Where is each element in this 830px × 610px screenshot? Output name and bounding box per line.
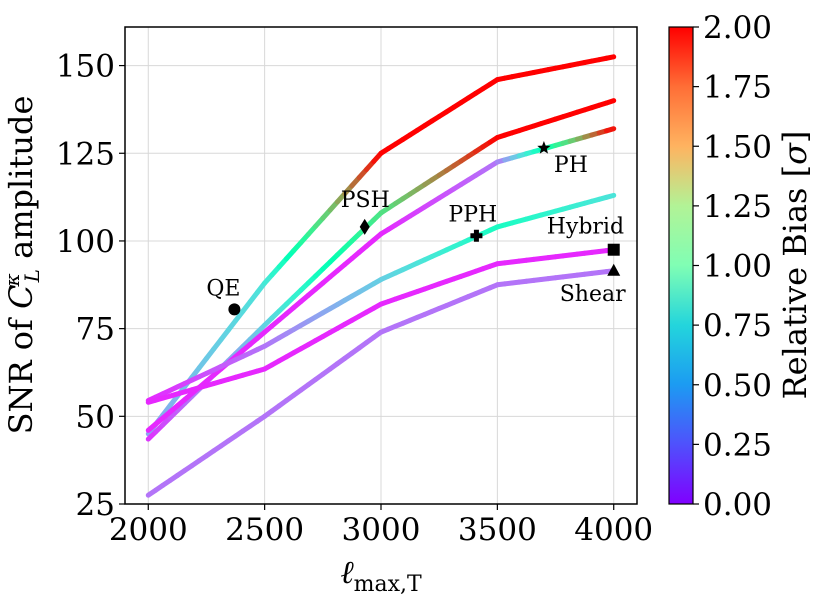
colorbar-tick-label: 0.50 [703, 368, 772, 404]
x-axis-title: ℓmax,T [340, 553, 422, 597]
y-tick-label: 50 [76, 399, 115, 435]
y-axis: 25 50 75 100 125 150 [56, 49, 125, 523]
colorbar-tick-label: 1.50 [703, 129, 772, 165]
y-axis-title-sub: L [20, 269, 44, 283]
ph-label: PH [554, 153, 588, 178]
annotation-layer: QE PSH PH PPH Hybrid Shear [206, 153, 626, 307]
psh-label: PSH [341, 188, 390, 213]
series-line-segment [603, 54, 617, 61]
y-axis-title: SNR of CκL amplitude [0, 96, 44, 435]
colorbar-gradient [668, 26, 694, 505]
pph-marker [470, 229, 483, 242]
colorbar-title: Relative Bias [σ] [776, 131, 814, 400]
colorbar-tick-label: 1.75 [703, 70, 772, 106]
y-axis-title-symbol: C [2, 284, 40, 308]
colorbar-title-bracket-open: [ [776, 165, 814, 177]
series-shear [145, 268, 617, 498]
series-line-segment [603, 126, 617, 134]
y-axis-title-prefix: SNR of [2, 309, 40, 434]
x-axis: 2000 2500 3000 3500 4000 [109, 504, 653, 548]
colorbar-tick-label: 1.25 [703, 189, 772, 225]
colorbar-tick-label: 1.00 [703, 249, 772, 285]
y-axis-title-sup: κ [0, 273, 24, 287]
y-tick-label: 125 [56, 136, 115, 172]
colorbar-tick-label: 2.00 [703, 10, 772, 46]
marker-layer [228, 141, 621, 316]
series-ph [145, 126, 617, 433]
colorbar: 0.00 0.25 0.50 0.75 1.00 1.25 1.50 1.75 2.00 Rel… [668, 10, 814, 523]
shear-marker [607, 263, 621, 276]
x-tick-label: 3000 [342, 512, 421, 548]
colorbar-tick-label: 0.00 [703, 487, 772, 523]
pph-label: PPH [448, 203, 497, 228]
qe-marker [228, 303, 241, 316]
series-layer [145, 54, 617, 498]
y-tick-label: 75 [76, 312, 115, 348]
hybrid-marker [607, 243, 620, 256]
colorbar-ticks: 0.00 0.25 0.50 0.75 1.00 1.25 1.50 1.75 2.00 [693, 10, 772, 523]
x-tick-label: 2500 [225, 512, 304, 548]
colorbar-tick-label: 0.25 [703, 427, 772, 463]
series-line-segment [603, 192, 617, 200]
grid [125, 27, 637, 505]
y-axis-title-suffix: amplitude [2, 96, 40, 269]
colorbar-title-symbol: σ [776, 142, 814, 165]
y-tick-label: 25 [76, 487, 115, 523]
qe-label: QE [206, 276, 240, 301]
x-axis-title-main: ℓ [340, 553, 354, 591]
ph-marker [537, 141, 551, 154]
psh-marker [359, 218, 370, 235]
y-tick-label: 100 [56, 224, 115, 260]
colorbar-title-bracket-close: ] [776, 131, 814, 143]
x-tick-label: 2000 [109, 512, 188, 548]
y-tick-label: 150 [56, 49, 115, 85]
x-axis-title-sub: max,T [354, 572, 422, 597]
colorbar-title-text: Relative Bias [776, 177, 814, 399]
hybrid-label: Hybrid [547, 215, 624, 240]
x-tick-label: 4000 [574, 512, 653, 548]
series-line-segment [603, 98, 617, 106]
colorbar-tick-label: 0.75 [703, 308, 772, 344]
x-tick-label: 3500 [458, 512, 537, 548]
shear-label: Shear [560, 282, 626, 307]
